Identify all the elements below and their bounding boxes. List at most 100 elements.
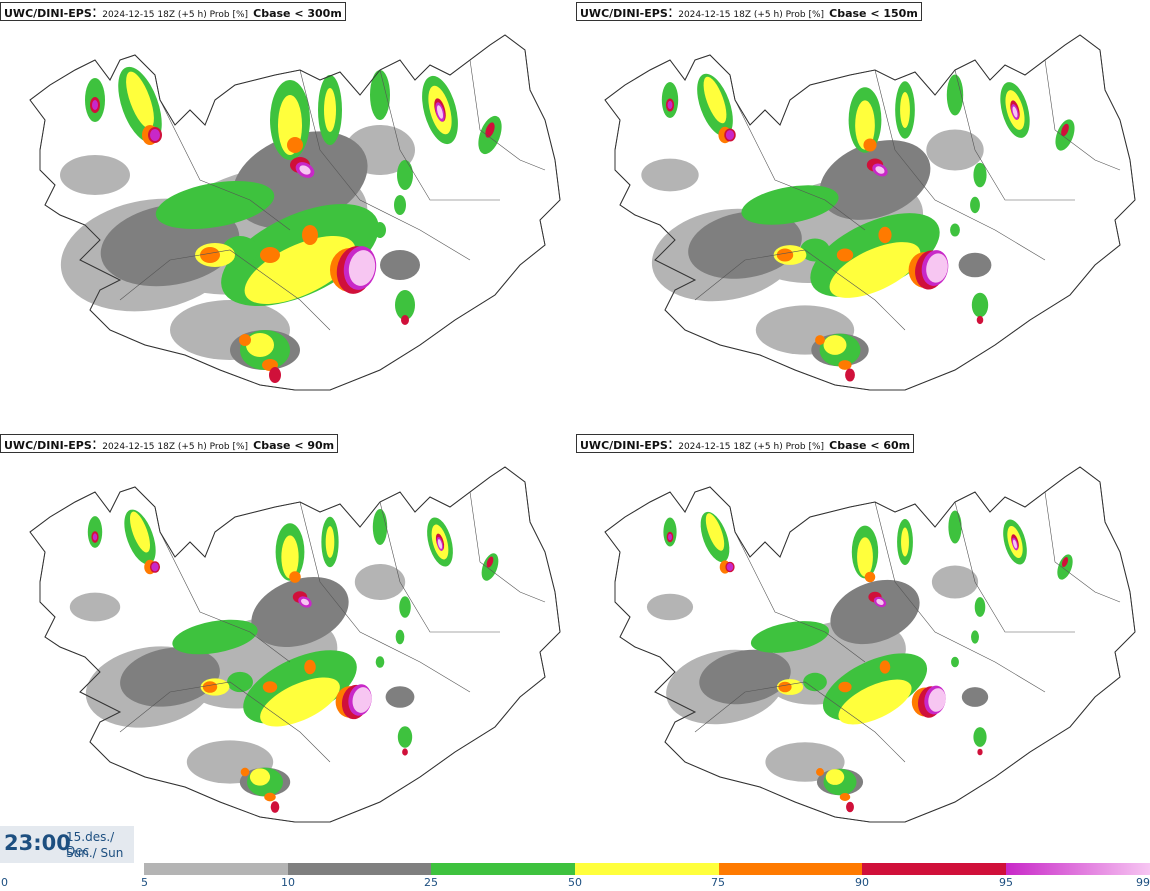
colorbar-tick: 75 [711,876,725,889]
probability-area [397,160,413,190]
probability-area [249,768,271,786]
region-border [1044,491,1121,603]
model-name: UWC/DINI-EPS [4,439,92,452]
probability-area [976,315,984,325]
probability-area [926,129,984,171]
probability-area [699,649,791,705]
probability-area [375,656,385,668]
probability-area [1013,539,1017,549]
probability-area [1012,106,1018,118]
probability-area [402,748,408,756]
probability-area [92,100,98,110]
coastline-outline [29,466,561,823]
probability-area [705,513,725,551]
probability-area [1061,556,1069,568]
probability-area [269,367,281,383]
model-name: UWC/DINI-EPS [580,439,668,452]
probability-area [646,593,694,621]
iceland-map [29,34,561,391]
region-border [874,501,1046,693]
iceland-map [604,466,1136,823]
coastline-outline [29,34,561,391]
probability-area [778,681,792,693]
colorbar-tick: 5 [141,876,148,889]
region-border [469,491,546,603]
colorbar-tick: 90 [855,876,869,889]
colorbar-tick: 95 [999,876,1013,889]
region-border [734,531,866,663]
probability-area [120,647,220,707]
probability-area [641,158,699,192]
probability-area [264,792,276,802]
probability-area [126,71,154,129]
probability-area [839,793,851,801]
valid-time-clock: 23:00 [4,831,71,855]
probability-area [816,768,824,776]
probability-area [977,748,983,756]
probability-area [970,196,980,214]
panel-title: UWC/DINI-EPS: 2024-12-15 18Z (+5 h) Prob… [0,434,339,453]
probability-area [838,681,852,693]
probability-area [354,564,406,600]
run-info: 2024-12-15 18Z (+5 h) Prob [%] [678,10,825,20]
probability-area [948,510,962,544]
colorbar-tick: 10 [281,876,295,889]
run-info: 2024-12-15 18Z (+5 h) Prob [%] [678,442,825,452]
probability-area [151,562,159,572]
parameter-label: Cbase < 300m [253,7,342,20]
probability-area [281,535,299,579]
region-border [694,681,906,763]
region-border [119,249,331,331]
probability-area [900,91,910,129]
probability-area [846,801,854,813]
probability-area [879,660,891,674]
probability-area [875,166,885,174]
run-info: 2024-12-15 18Z (+5 h) Prob [%] [102,10,249,20]
colorbar-tick: 0 [1,876,8,889]
probability-area [69,592,121,622]
probability-area [227,671,253,693]
probability-area [302,225,318,245]
colorbar-segment [431,863,575,875]
parameter-label: Cbase < 60m [829,439,911,452]
probability-area [92,533,98,541]
probability-area [399,596,411,618]
valid-time-box: 23:00 15.des./ Dec Sun./ Sun [0,826,134,863]
probability-area [129,511,151,553]
run-info: 2024-12-15 18Z (+5 h) Prob [%] [102,442,249,452]
coastline-outline [604,466,1136,823]
probability-area [304,659,316,675]
probability-area [800,238,830,262]
probability-area [974,597,986,617]
probability-area [60,155,130,195]
probability-area [830,579,920,645]
probability-area [703,76,727,124]
colorbar-segment [1006,863,1150,875]
probability-area [370,70,390,120]
colorbar-segment [862,863,1006,875]
probability-area [401,315,409,325]
probability-area [750,621,830,653]
probability-area [251,577,349,647]
probability-area [726,563,734,571]
probability-area [395,629,405,645]
probability-area [325,526,335,558]
probability-area [324,88,336,132]
probability-area [958,252,992,278]
probability-area [202,681,218,693]
region-border [379,501,500,633]
probability-area [876,598,884,606]
probability-area [864,571,876,583]
probability-area [262,681,278,693]
valid-day: Sun./ Sun [66,846,124,860]
probability-area [765,742,845,782]
probability-area [951,656,959,668]
panel-title: UWC/DINI-EPS: 2024-12-15 18Z (+5 h) Prob… [576,2,922,21]
probability-area [845,368,855,382]
probability-area [395,290,415,320]
probability-area [931,565,979,599]
region-border [1044,59,1121,171]
probability-area [815,335,825,345]
probability-area [397,726,413,748]
probability-area [973,727,987,747]
